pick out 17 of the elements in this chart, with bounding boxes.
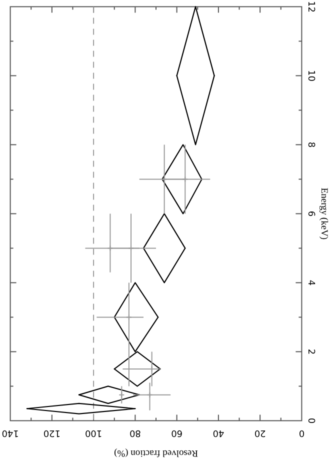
x-tick-label: 60 — [170, 428, 183, 438]
y-tick-label: 12 — [306, 0, 316, 12]
x-tick-label: 20 — [254, 428, 266, 438]
y-tick-label: 10 — [306, 70, 316, 82]
x-axis-title: Resolved fraction (%) — [114, 448, 198, 458]
y-tick-label: 4 — [306, 280, 316, 286]
y-tick-label: 0 — [306, 418, 316, 424]
x-tick-label: 140 — [1, 428, 19, 438]
x-tick-label: 120 — [43, 428, 61, 438]
x-tick-label: 0 — [298, 428, 305, 438]
y-tick-label: 8 — [306, 142, 316, 148]
x-tick-label: 40 — [212, 428, 224, 438]
y-tick-label: 6 — [306, 210, 316, 217]
y-axis-title: Energy (keV) — [318, 188, 329, 240]
x-tick-label: 100 — [84, 428, 102, 438]
x-tick-label: 80 — [129, 428, 141, 438]
y-tick-label: 2 — [306, 348, 316, 355]
